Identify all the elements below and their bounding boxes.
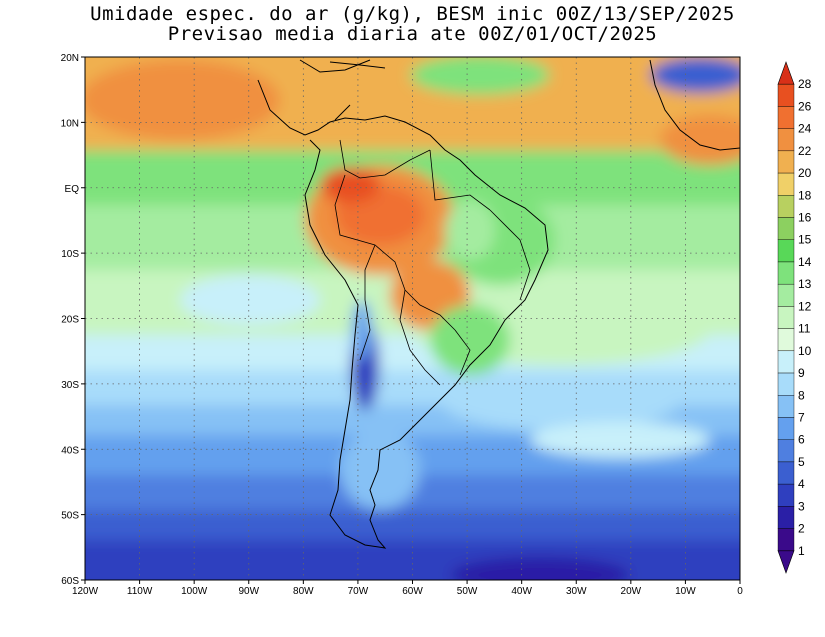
colorbar-label: 13	[798, 277, 812, 291]
colorbar-label: 16	[798, 211, 812, 225]
colorbar-swatch	[777, 328, 795, 352]
lon-tick-label: 0	[737, 586, 743, 597]
lat-tick-label: 20S	[61, 315, 79, 326]
latitude-axis: 20N 10N EQ 10S 20S 30S 40S 50S 60S	[61, 53, 85, 587]
colorbar-label: 26	[798, 99, 812, 113]
colorbar-swatch	[777, 395, 795, 418]
lon-tick-label: 110W	[127, 586, 153, 597]
colorbar-swatch	[777, 483, 795, 507]
colorbar-swatch	[777, 150, 795, 174]
lon-tick-label: 60W	[402, 586, 423, 597]
colorbar-label: 20	[798, 166, 812, 180]
colorbar-label: 6	[798, 433, 805, 447]
colorbar-swatch	[777, 283, 795, 307]
colorbar-swatch	[777, 261, 795, 285]
colorbar-label: 28	[798, 77, 812, 91]
colorbar-swatch	[777, 306, 795, 329]
lat-tick-label: 50S	[61, 511, 79, 522]
colorbar-label: 11	[798, 322, 811, 336]
lon-tick-label: 20W	[621, 586, 642, 597]
colorbar-swatch	[777, 372, 795, 396]
colorbar-label: 3	[798, 499, 805, 513]
colorbar-swatch	[777, 417, 795, 440]
colorbar-bottom-arrow	[777, 550, 795, 574]
coastlines	[257, 59, 740, 549]
colorbar-swatch	[777, 239, 795, 263]
colorbar-swatch	[777, 217, 795, 240]
colorbar-label: 22	[798, 144, 812, 158]
colorbar-label: 15	[798, 233, 812, 247]
colorbar-swatch	[777, 172, 795, 196]
colorbar-swatch	[777, 461, 795, 485]
lat-tick-label: EQ	[65, 184, 80, 195]
lat-tick-label: 60S	[61, 576, 79, 587]
colorbar-label: 4	[798, 477, 805, 491]
colorbar-label: 18	[798, 188, 812, 202]
colorbar-swatch	[777, 128, 795, 152]
colorbar-top-arrow	[777, 61, 795, 85]
lon-tick-label: 120W	[72, 586, 99, 597]
lat-tick-label: 30S	[61, 380, 79, 391]
lon-tick-label: 40W	[511, 586, 532, 597]
colorbar-label: 7	[798, 410, 805, 424]
colorbar-label: 1	[798, 544, 805, 558]
chart-title-line2: Previsao media diaria ate 00Z/01/OCT/202…	[167, 23, 658, 45]
colorbar-label: 14	[798, 255, 812, 269]
longitude-axis: 120W 110W 100W 90W 80W 70W 60W 50W 40W 30W 20W 10W 0	[72, 580, 743, 597]
colorbar-label: 10	[798, 344, 812, 358]
colorbar-label: 8	[798, 388, 805, 402]
lat-tick-label: 10N	[61, 118, 79, 129]
colorbar-label: 24	[798, 122, 812, 136]
colorbar-swatch	[777, 106, 795, 129]
colorbar-label: 2	[798, 522, 805, 536]
colorbar-swatch	[777, 506, 795, 529]
colorbar-swatch	[777, 84, 795, 107]
chart-title-line1: Umidade espec. do ar (g/kg), BESM inic 0…	[90, 3, 735, 25]
colorbar-swatch	[777, 350, 795, 374]
colorbar-swatch	[777, 439, 795, 463]
grid-lines	[85, 57, 740, 580]
lon-tick-label: 50W	[457, 586, 478, 597]
colorbar-label: 12	[798, 299, 812, 313]
lat-tick-label: 20N	[61, 53, 79, 64]
lat-tick-label: 40S	[61, 445, 79, 456]
colorbar-swatch	[777, 195, 795, 218]
lat-tick-label: 10S	[61, 249, 79, 260]
colorbar-label: 9	[798, 366, 805, 380]
lon-tick-label: 30W	[566, 586, 587, 597]
colorbar-label: 5	[798, 455, 805, 469]
lon-tick-label: 70W	[348, 586, 369, 597]
country-borders	[334, 139, 531, 386]
lon-tick-label: 80W	[293, 586, 314, 597]
colorbar-swatch	[777, 528, 795, 551]
lon-tick-label: 90W	[238, 586, 259, 597]
lon-tick-label: 10W	[675, 586, 696, 597]
lon-tick-label: 100W	[181, 586, 208, 597]
